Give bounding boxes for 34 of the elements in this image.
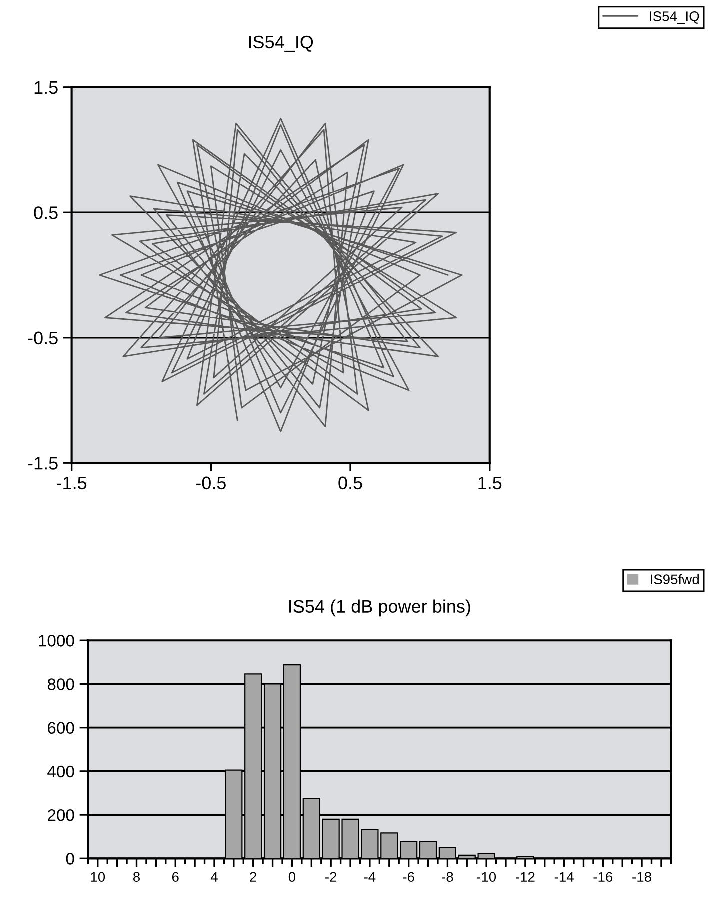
y-tick-label: 0.5 — [34, 206, 58, 220]
legend-label: IS54_IQ — [650, 12, 700, 24]
x-tick-label: 8 — [133, 872, 140, 882]
x-tick-label: 0.5 — [338, 476, 362, 490]
y-tick-label: -0.5 — [28, 332, 58, 345]
x-tick-label: -4 — [364, 872, 376, 882]
y-tick-label: 200 — [48, 809, 74, 822]
y-tick-label: 600 — [48, 722, 74, 734]
x-tick-label: -1.5 — [57, 476, 87, 490]
x-tick-label: 2 — [250, 872, 257, 882]
x-tick-label: -6 — [403, 872, 414, 882]
x-tick-label: -0.5 — [196, 476, 226, 490]
y-tick-label: 0 — [66, 853, 74, 865]
x-tick-label: -8 — [442, 872, 454, 882]
x-tick-label: -12 — [516, 872, 535, 882]
x-tick-label: 10 — [91, 872, 106, 882]
x-tick-label: 6 — [172, 872, 179, 882]
x-tick-label: -2 — [326, 872, 337, 882]
chart-title: IS54 (1 dB power bins) — [290, 600, 470, 617]
x-tick-label: 0 — [288, 872, 296, 882]
legend-label: IS95fwd — [650, 574, 699, 585]
chart-title: IS54_IQ — [249, 36, 314, 52]
x-tick-label: -16 — [594, 872, 613, 882]
y-tick-label: 1000 — [39, 635, 74, 647]
x-tick-label: -14 — [554, 872, 574, 882]
x-tick-label: -18 — [632, 872, 652, 882]
y-tick-label: 800 — [48, 678, 74, 690]
x-tick-label: 1.5 — [478, 476, 502, 490]
x-tick-label: -10 — [477, 872, 496, 882]
x-tick-label: 4 — [210, 872, 218, 882]
y-tick-label: 400 — [48, 766, 74, 778]
line-series — [98, 118, 463, 432]
y-tick-label: 1.5 — [34, 82, 58, 94]
y-tick-label: -1.5 — [28, 457, 58, 470]
